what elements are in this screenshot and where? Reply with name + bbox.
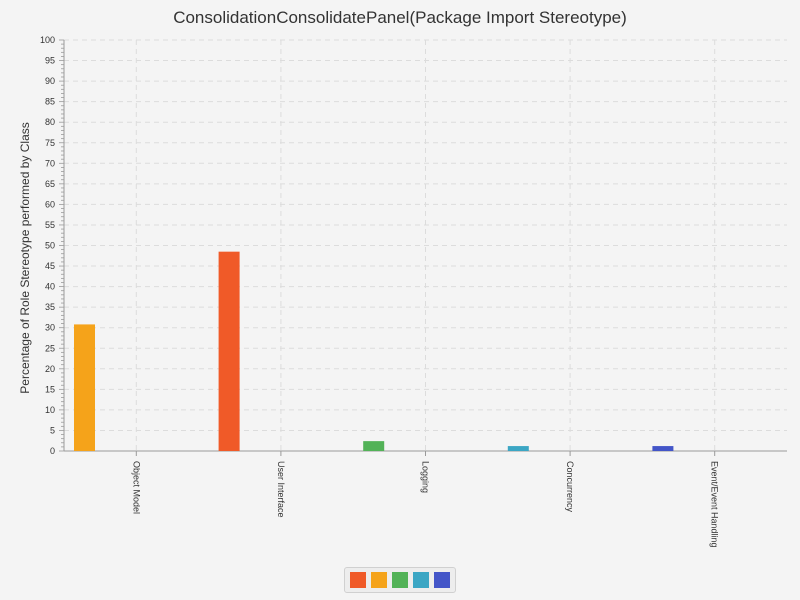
- bar: [652, 446, 674, 451]
- axes: [59, 39, 787, 456]
- y-tick-label: 60: [45, 199, 55, 209]
- y-tick-label: 30: [45, 323, 55, 333]
- grid-lines: [64, 39, 787, 451]
- bar: [74, 324, 95, 451]
- x-tick-label: User Interface: [276, 461, 286, 518]
- bar: [363, 441, 385, 451]
- y-tick-label: 80: [45, 117, 55, 127]
- legend-swatch: [392, 572, 408, 588]
- bar: [507, 446, 529, 451]
- y-tick-label: 25: [45, 343, 55, 353]
- y-tick-label: 85: [45, 97, 55, 107]
- legend-swatch: [350, 572, 366, 588]
- bar: [218, 251, 240, 451]
- y-tick-label: 45: [45, 261, 55, 271]
- y-tick-label: 90: [45, 76, 55, 86]
- y-axis-ticks: 0 5 10 15 20 25 30 35 40 45 50 55 60 65 70 75 80 85 90 95 10…: [40, 35, 55, 456]
- x-tick-label: Event/Event Handling: [710, 461, 720, 548]
- y-tick-label: 75: [45, 138, 55, 148]
- legend-swatch: [371, 572, 387, 588]
- y-tick-label: 35: [45, 302, 55, 312]
- y-axis-label: Percentage of Role Stereotype performed …: [18, 122, 32, 393]
- y-tick-label: 40: [45, 282, 55, 292]
- x-tick-label: Object Model: [131, 461, 141, 514]
- y-tick-label: 20: [45, 364, 55, 374]
- y-tick-label: 55: [45, 220, 55, 230]
- x-axis-ticks: Object Model User Interface Logging Concurr…: [131, 461, 719, 548]
- y-tick-label: 95: [45, 56, 55, 66]
- legend-swatch: [413, 572, 429, 588]
- y-tick-label: 5: [50, 425, 55, 435]
- chart-legend: [344, 567, 456, 593]
- y-tick-label: 50: [45, 241, 55, 251]
- bars: [74, 251, 674, 451]
- x-tick-label: Logging: [421, 461, 431, 493]
- y-tick-label: 70: [45, 158, 55, 168]
- chart-title: ConsolidationConsolidatePanel(Package Im…: [173, 8, 627, 27]
- y-tick-label: 15: [45, 384, 55, 394]
- y-tick-label: 10: [45, 405, 55, 415]
- y-tick-label: 65: [45, 179, 55, 189]
- y-tick-label: 100: [40, 35, 55, 45]
- x-tick-label: Concurrency: [565, 461, 575, 513]
- legend-swatch: [434, 572, 450, 588]
- y-tick-label: 0: [50, 446, 55, 456]
